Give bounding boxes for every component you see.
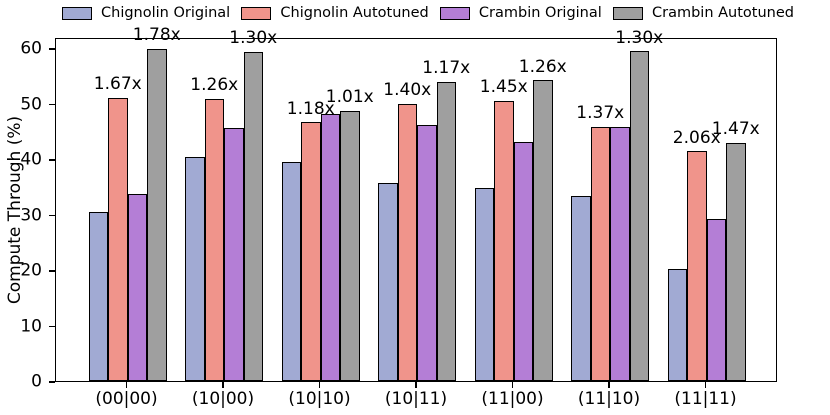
bar <box>726 142 746 381</box>
x-tick-label: (00|00) <box>95 389 158 409</box>
bar <box>320 113 340 381</box>
bar <box>706 219 726 381</box>
y-tick-mark <box>49 103 55 106</box>
bar <box>667 269 687 381</box>
legend-swatch <box>612 6 643 20</box>
bar <box>513 142 533 381</box>
plot-area: 1.67x 1.78x 1.26x 1.30x 1.18x 1.01x 1.40x 1.17x… <box>55 26 777 382</box>
bar <box>590 126 610 381</box>
x-tick-mark <box>511 382 514 388</box>
speedup-annotation: 1.30x <box>229 28 278 49</box>
bar <box>108 98 128 381</box>
x-tick-mark <box>704 382 707 388</box>
bar <box>340 110 360 381</box>
bar <box>185 157 205 381</box>
x-tick-label: (10|10) <box>288 389 351 409</box>
speedup-annotation: 2.06x <box>672 127 721 148</box>
bar <box>378 182 398 381</box>
bar <box>436 81 456 381</box>
bar <box>687 151 707 381</box>
x-tick-mark <box>415 382 417 388</box>
y-tick-label: 30 <box>20 205 42 226</box>
legend-swatch <box>241 6 272 20</box>
legend-swatch <box>62 6 92 20</box>
y-tick-mark <box>49 159 55 161</box>
x-tick-label: (10|00) <box>191 389 255 409</box>
legend-item: Chignolin Autotuned <box>241 5 429 21</box>
legend-label: Chignolin Autotuned <box>280 5 429 21</box>
y-tick-mark <box>49 325 55 328</box>
bar <box>610 127 630 381</box>
speedup-annotation: 1.26x <box>190 75 239 96</box>
legend-item: Chignolin Original <box>62 5 230 21</box>
bar <box>147 48 167 381</box>
y-tick-mark <box>49 381 55 383</box>
speedup-annotation: 1.78x <box>132 24 181 45</box>
speedup-annotation: 1.40x <box>383 79 432 100</box>
y-tick-label: 50 <box>20 94 42 115</box>
speedup-annotation: 1.45x <box>479 77 528 98</box>
chart-legend: Chignolin Original Chignolin Autotuned Cra… <box>62 5 794 21</box>
x-tick-label: (11|10) <box>577 389 641 409</box>
x-tick-label: (10|11) <box>384 389 448 409</box>
y-tick-mark <box>49 270 55 272</box>
y-tick-label: 0 <box>31 371 42 392</box>
y-tick-label: 20 <box>20 260 42 281</box>
x-tick-mark <box>125 382 128 388</box>
speedup-annotation: 1.17x <box>422 58 471 79</box>
bar <box>533 80 553 381</box>
x-tick-mark <box>318 382 321 388</box>
bar <box>301 122 321 381</box>
speedup-annotation: 1.37x <box>576 103 625 124</box>
speedup-annotation: 1.30x <box>615 27 664 48</box>
legend-item: Crambin Original <box>439 5 602 21</box>
bar <box>417 125 437 381</box>
bar <box>243 51 263 381</box>
y-tick-label: 10 <box>20 316 42 337</box>
legend-label: Crambin Original <box>478 5 602 21</box>
bar <box>629 51 649 381</box>
speedup-annotation: 1.26x <box>518 56 567 77</box>
speedup-annotation: 1.67x <box>93 74 142 95</box>
bar <box>474 187 494 381</box>
y-tick-mark <box>49 48 55 50</box>
y-tick-label: 60 <box>20 38 42 59</box>
legend-item: Crambin Autotuned <box>612 5 794 21</box>
bar <box>494 100 514 381</box>
x-tick-mark <box>222 382 224 388</box>
bar <box>281 161 301 381</box>
speedup-annotation: 1.01x <box>325 87 374 108</box>
legend-label: Chignolin Original <box>101 5 231 21</box>
speedup-annotation: 1.18x <box>286 98 335 119</box>
y-tick-mark <box>49 214 55 217</box>
bar <box>224 128 244 381</box>
speedup-annotation: 1.47x <box>711 119 760 140</box>
x-tick-label: (11|00) <box>481 389 544 409</box>
legend-label: Crambin Autotuned <box>651 5 794 21</box>
x-tick-label: (11|11) <box>674 389 737 409</box>
bar <box>571 195 591 381</box>
x-tick-mark <box>608 382 610 388</box>
bar <box>127 194 147 381</box>
y-tick-label: 40 <box>20 149 42 170</box>
bar <box>397 103 417 381</box>
bar <box>88 211 108 381</box>
legend-swatch <box>439 6 470 20</box>
bar <box>204 99 224 381</box>
